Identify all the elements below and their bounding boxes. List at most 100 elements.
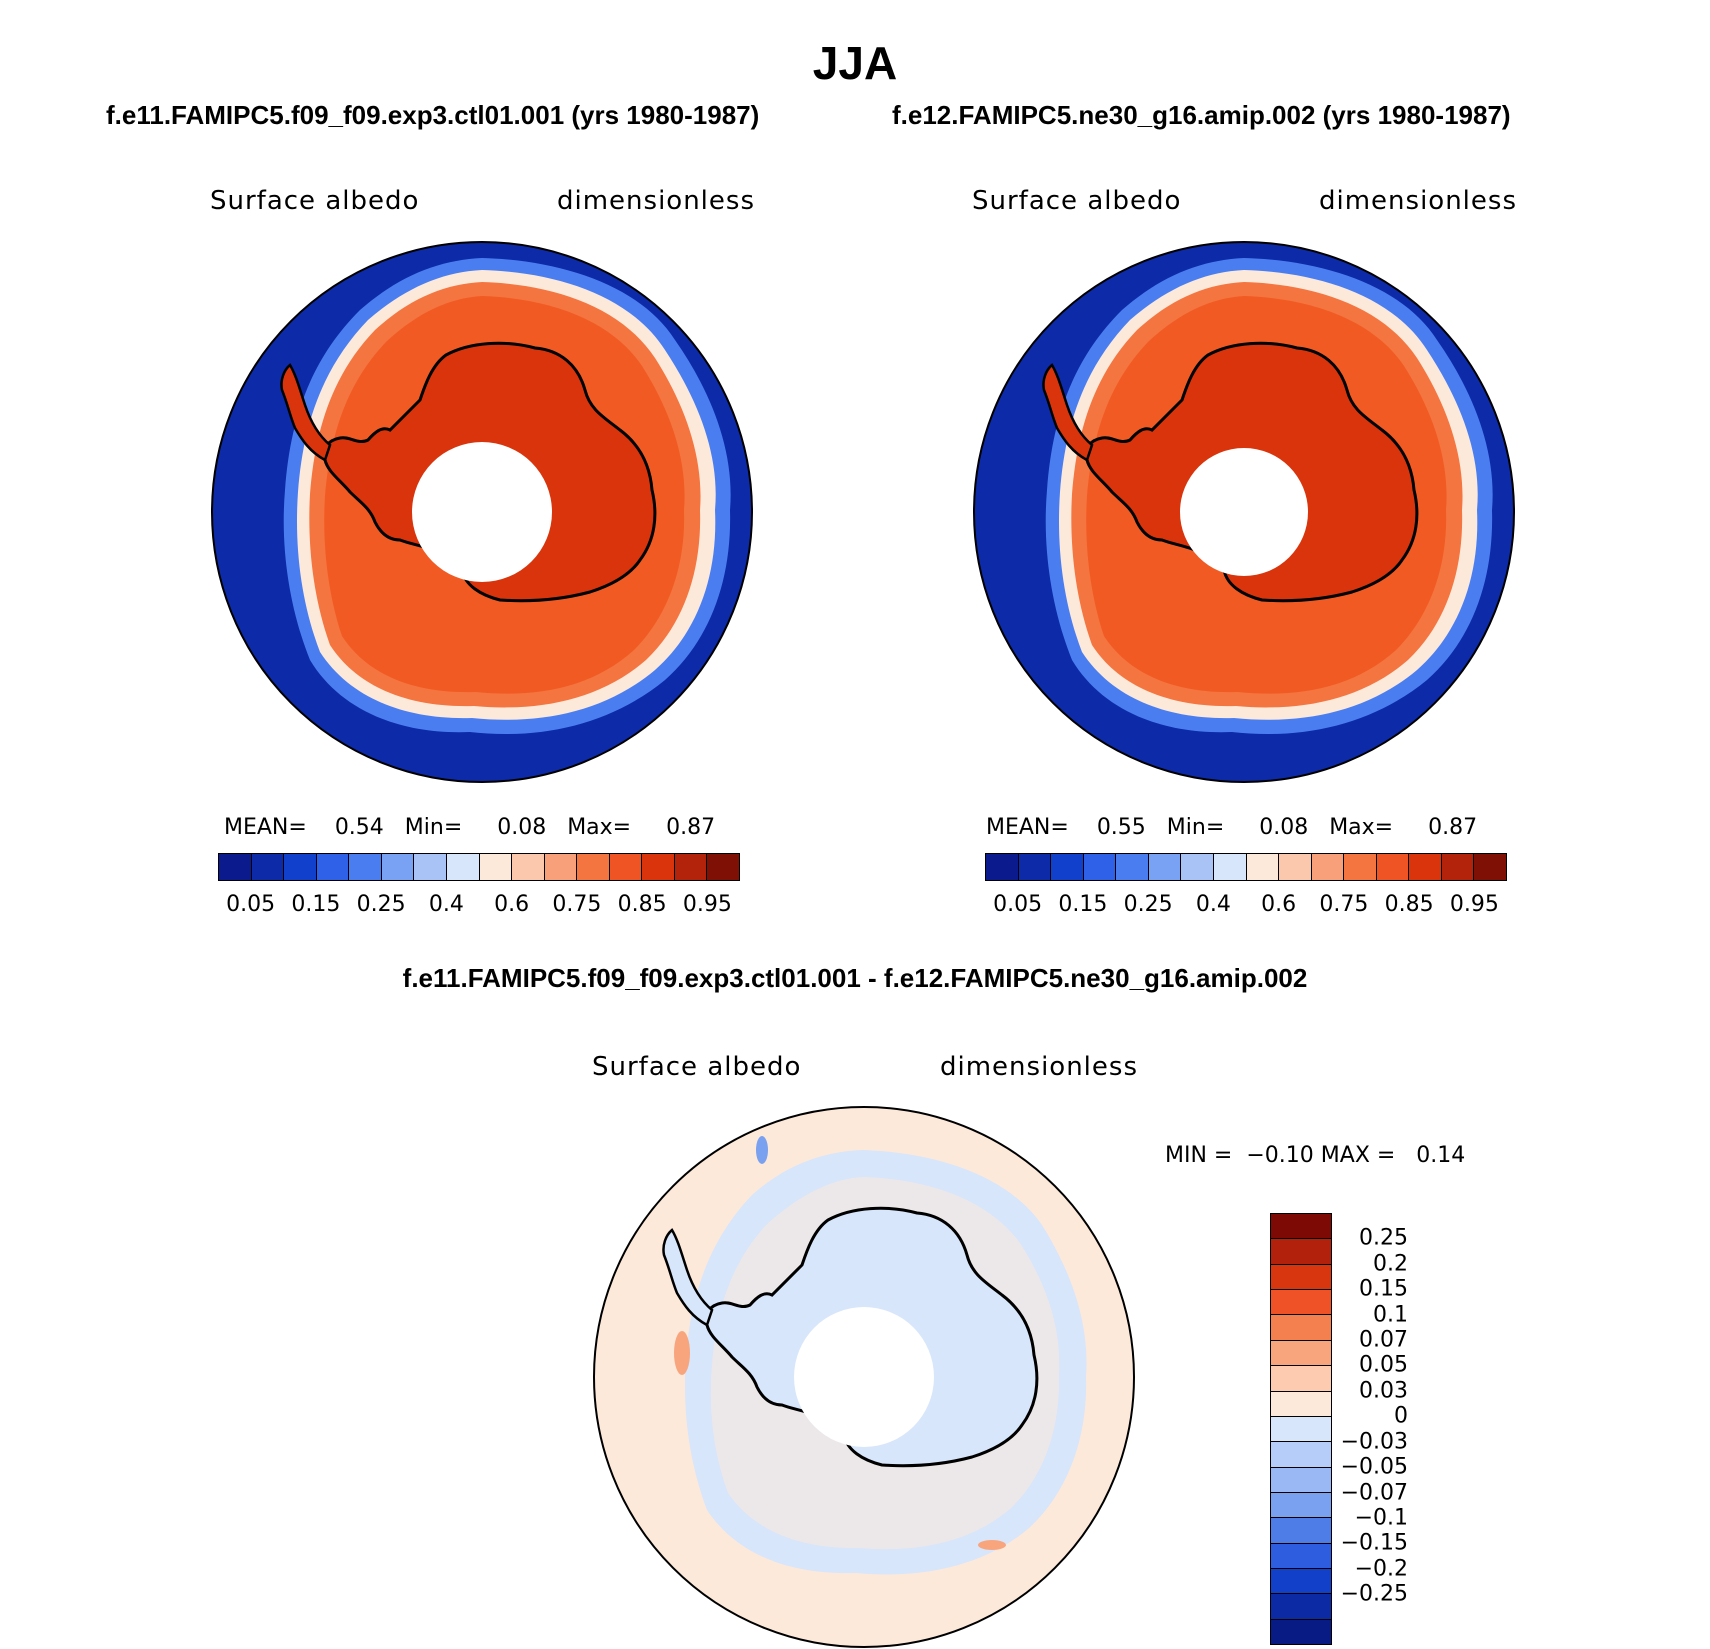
colorbar-swatch — [1213, 854, 1247, 880]
diff-case-title: f.e11.FAMIPC5.f09_f09.exp3.ctl01.001 - f… — [402, 963, 1308, 993]
colorbar-swatch — [284, 854, 317, 880]
left-stats: MEAN= 0.54 Min= 0.08 Max= 0.87 — [224, 815, 716, 840]
diff-polar-map — [593, 1106, 1135, 1648]
colorbar-tick-label: 0.05 — [1359, 1352, 1408, 1378]
colorbar-swatch — [219, 854, 252, 880]
colorbar-swatch — [1271, 1467, 1331, 1493]
colorbar-swatch — [707, 854, 739, 880]
colorbar-swatch — [1409, 854, 1442, 880]
colorbar-swatch — [1181, 854, 1214, 880]
colorbar-tick-label: 0.75 — [1319, 892, 1369, 917]
colorbar-tick-label: 0.05 — [226, 892, 276, 917]
colorbar-swatch — [1271, 1416, 1331, 1443]
colorbar-swatch — [446, 854, 480, 880]
right-peninsula — [1042, 363, 1094, 462]
right-variable-label: Surface albedo — [972, 186, 1182, 216]
colorbar-swatch — [512, 854, 545, 880]
colorbar-swatch — [1271, 1391, 1331, 1417]
colorbar-tick-label: 0.07 — [1359, 1327, 1408, 1353]
diff-positive-patch — [978, 1540, 1006, 1550]
colorbar-swatch — [1271, 1290, 1331, 1316]
colorbar-swatch — [1018, 854, 1052, 880]
colorbar-swatch — [316, 854, 350, 880]
colorbar-tick-label: 0.4 — [428, 892, 464, 917]
colorbar-swatch — [1271, 1366, 1331, 1392]
left-units-label: dimensionless — [557, 186, 755, 216]
colorbar-swatch — [1271, 1492, 1331, 1519]
colorbar-swatch — [674, 854, 708, 880]
colorbar-swatch — [544, 854, 578, 880]
diff-units-label: dimensionless — [940, 1052, 1138, 1082]
left-pole-hole — [412, 442, 552, 582]
colorbar-swatch — [414, 854, 447, 880]
right-units-label: dimensionless — [1319, 186, 1517, 216]
colorbar-swatch — [251, 854, 285, 880]
right-map-outline — [973, 241, 1515, 783]
diff-positive-patch — [674, 1331, 690, 1375]
colorbar-tick-label: −0.2 — [1354, 1556, 1408, 1582]
diff-colorbar — [1270, 1213, 1332, 1645]
colorbar-swatch — [1271, 1594, 1331, 1620]
colorbar-tick-label: −0.1 — [1354, 1505, 1408, 1531]
right-pole-hole — [1180, 448, 1308, 576]
colorbar-swatch — [1051, 854, 1084, 880]
colorbar-tick-label: 0.6 — [1261, 892, 1297, 917]
colorbar-swatch — [1271, 1619, 1331, 1645]
colorbar-tick-label: 0.15 — [1359, 1276, 1408, 1302]
right-colorbar — [985, 853, 1507, 881]
left-map-outline — [211, 241, 753, 783]
diff-variable-label: Surface albedo — [592, 1052, 802, 1082]
colorbar-swatch — [1271, 1543, 1331, 1570]
colorbar-swatch — [1271, 1518, 1331, 1544]
colorbar-swatch — [1271, 1569, 1331, 1595]
colorbar-swatch — [1279, 854, 1312, 880]
colorbar-swatch — [577, 854, 610, 880]
colorbar-tick-label: 0.95 — [682, 892, 732, 917]
colorbar-swatch — [1246, 854, 1280, 880]
colorbar-swatch — [479, 854, 513, 880]
right-polar-map — [973, 241, 1515, 783]
right-colorbar-ticks: 0.05 0.15 0.25 0.4 0.6 0.75 0.85 0.95 — [985, 892, 1507, 918]
colorbar-swatch — [1376, 854, 1410, 880]
left-colorbar — [218, 853, 740, 881]
colorbar-tick-label: 0.75 — [552, 892, 602, 917]
colorbar-tick-label: −0.15 — [1340, 1530, 1408, 1556]
left-colorbar-ticks: 0.05 0.15 0.25 0.4 0.6 0.75 0.85 0.95 — [218, 892, 740, 918]
colorbar-tick-label: 0.03 — [1359, 1378, 1408, 1404]
colorbar-swatch — [1148, 854, 1182, 880]
colorbar-tick-label: 0.25 — [356, 892, 406, 917]
colorbar-tick-label: 0.25 — [1359, 1225, 1408, 1251]
diff-negative-patch — [756, 1136, 768, 1164]
colorbar-tick-label: 0.85 — [617, 892, 667, 917]
colorbar-swatch — [1116, 854, 1149, 880]
colorbar-tick-label: 0.1 — [1373, 1302, 1408, 1328]
colorbar-tick-label: 0.05 — [993, 892, 1043, 917]
figure-title: JJA — [812, 37, 898, 89]
colorbar-tick-label: 0.25 — [1123, 892, 1173, 917]
colorbar-tick-label: 0.2 — [1373, 1251, 1408, 1277]
colorbar-tick-label: −0.25 — [1340, 1581, 1408, 1607]
colorbar-swatch — [1441, 854, 1475, 880]
colorbar-swatch — [1271, 1315, 1331, 1341]
colorbar-tick-label: 0.15 — [1058, 892, 1108, 917]
colorbar-swatch — [609, 854, 643, 880]
diff-colorbar-ticks: 0.25 0.2 0.15 0.1 0.07 0.05 0.03 0 −0.03 −0.05 −0.… — [1340, 1213, 1408, 1645]
left-peninsula — [280, 363, 332, 462]
colorbar-swatch — [986, 854, 1019, 880]
left-case-title: f.e11.FAMIPC5.f09_f09.exp3.ctl01.001 (yr… — [106, 100, 760, 130]
colorbar-swatch — [1474, 854, 1506, 880]
diff-pole-hole — [794, 1307, 934, 1447]
colorbar-tick-label: 0.6 — [494, 892, 530, 917]
right-case-title: f.e12.FAMIPC5.ne30_g16.amip.002 (yrs 198… — [892, 100, 1511, 130]
left-polar-map — [211, 241, 753, 783]
colorbar-tick-label: −0.05 — [1340, 1454, 1408, 1480]
colorbar-swatch — [1271, 1340, 1331, 1367]
colorbar-swatch — [1083, 854, 1117, 880]
colorbar-swatch — [642, 854, 675, 880]
colorbar-swatch — [1311, 854, 1345, 880]
colorbar-tick-label: −0.07 — [1340, 1480, 1408, 1506]
colorbar-swatch — [381, 854, 415, 880]
colorbar-tick-label: 0 — [1394, 1403, 1408, 1429]
colorbar-swatch — [1271, 1442, 1331, 1468]
colorbar-tick-label: 0.4 — [1195, 892, 1231, 917]
